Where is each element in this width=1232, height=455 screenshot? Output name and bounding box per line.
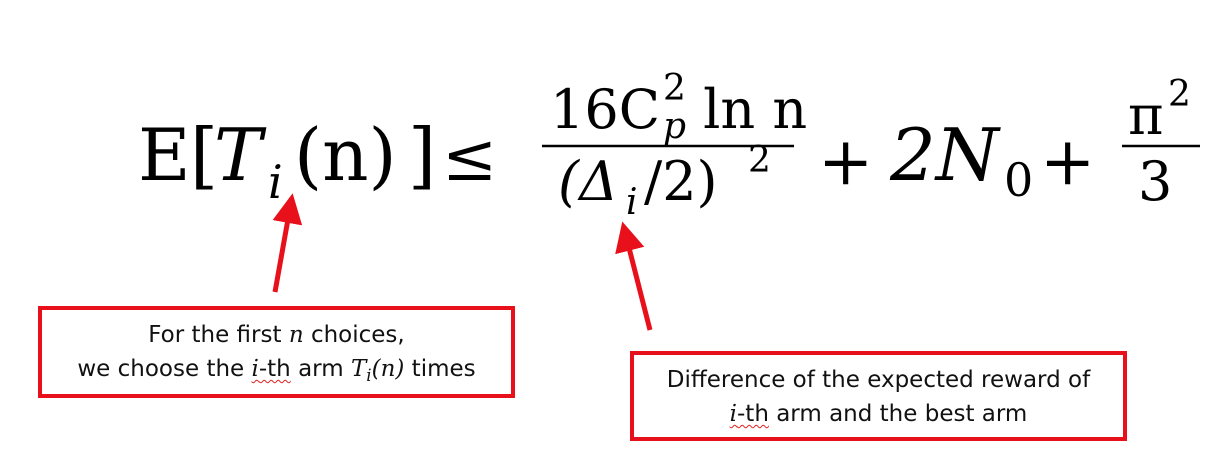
callout-left-text: For the first	[148, 322, 289, 348]
callout-left-ith: i-th	[252, 356, 291, 382]
callout-right-line2: i-th arm and the best arm	[634, 397, 1123, 431]
formula-svg: E [ T i (n) ] ≤ 16C 2 p ln n (Δ i /2) 2 …	[138, 68, 1200, 223]
term-2N: 2N	[889, 113, 1002, 197]
callout-left-times: times	[404, 356, 476, 382]
denominator-rest: /2)	[644, 150, 718, 213]
callout-left-text-end: choices,	[303, 322, 405, 348]
pi-superscript: 2	[1168, 74, 1191, 115]
left-bracket: [	[190, 113, 218, 197]
callout-left-var-T-sub: i	[366, 365, 372, 385]
callout-left-text2: we choose the	[77, 356, 252, 382]
plus-sign-2: +	[1040, 123, 1095, 200]
denominator-three: 3	[1138, 150, 1172, 213]
N-subscript: 0	[1004, 153, 1033, 207]
expectation-symbol: E	[138, 113, 191, 197]
numerator-superscript: 2	[663, 68, 686, 109]
callout-right-line1: Difference of the expected reward of	[666, 367, 1091, 393]
right-bracket: ]	[408, 113, 436, 197]
callout-left-var-n: n	[288, 322, 304, 348]
plus-sign-1: +	[818, 123, 873, 200]
callout-left-th: -th	[258, 356, 291, 382]
callout-left-line1: For the first n choices,	[42, 318, 511, 352]
numerator-subscript: p	[663, 106, 686, 147]
callout-right-ith: i-th	[730, 401, 769, 427]
callout-right: Difference of the expected reward of i-t…	[630, 351, 1127, 441]
numerator: 16C	[550, 78, 660, 141]
leq-symbol: ≤	[442, 119, 497, 196]
callout-left-arg: (n)	[371, 356, 405, 382]
arrow-to-Ti	[272, 193, 303, 293]
pi-symbol: π	[1128, 84, 1164, 147]
callout-left-var-i: i	[251, 356, 259, 382]
denominator-subscript: i	[626, 182, 638, 223]
callout-right-var-i: i	[729, 401, 737, 427]
var-T: T	[214, 113, 267, 197]
callout-left: For the first n choices, we choose the i…	[38, 306, 515, 398]
numerator-rest: ln n	[686, 78, 807, 141]
denominator: (Δ	[558, 150, 618, 213]
callout-right-text: arm and the best arm	[768, 401, 1028, 427]
bound-formula: E [ T i (n) ] ≤ 16C 2 p ln n (Δ i /2) 2 …	[138, 58, 1218, 228]
callout-left-arm: arm	[290, 356, 351, 382]
callout-right-th: -th	[737, 401, 769, 427]
arrow-to-delta	[615, 221, 653, 331]
callout-left-line2: we choose the i-th arm Ti(n) times	[42, 352, 511, 393]
callout-left-var-T: T	[350, 356, 367, 382]
arg-n: (n)	[294, 113, 397, 197]
denominator-superscript: 2	[748, 140, 771, 181]
